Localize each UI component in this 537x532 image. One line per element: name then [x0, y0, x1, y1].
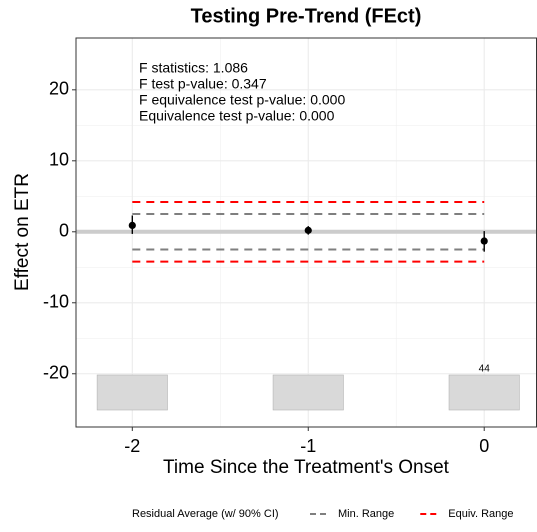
y-tick-label: 10 [49, 150, 69, 170]
count-bar [448, 374, 520, 411]
y-tick-label: -10 [43, 292, 69, 312]
y-tick-label: -20 [43, 363, 69, 383]
x-tick-label: -1 [300, 436, 316, 456]
x-axis-label: Time Since the Treatment's Onset [163, 457, 450, 478]
annotation: F equivalence test p-value: 0.000 [139, 92, 345, 108]
point [304, 226, 312, 234]
legend-label: Min. Range [338, 508, 394, 520]
y-axis-label: Effect on ETR [12, 173, 33, 291]
y-tick-label: 0 [59, 221, 69, 241]
y-tick-label: 20 [49, 79, 69, 99]
point [480, 237, 488, 245]
legend-label: Equiv. Range [448, 508, 513, 520]
annotation: Equivalence test p-value: 0.000 [139, 108, 335, 124]
count-label: 44 [479, 364, 491, 375]
count-bar [96, 374, 168, 411]
chart-title: Testing Pre-Trend (FEct) [191, 5, 422, 27]
legend-label: Residual Average (w/ 90% CI) [132, 508, 279, 520]
x-tick-label: 0 [479, 436, 489, 456]
annotation: F test p-value: 0.347 [139, 76, 267, 92]
x-tick-label: -2 [124, 436, 140, 456]
annotation: F statistics: 1.086 [139, 60, 248, 76]
point [128, 221, 136, 230]
count-bar [272, 374, 344, 411]
